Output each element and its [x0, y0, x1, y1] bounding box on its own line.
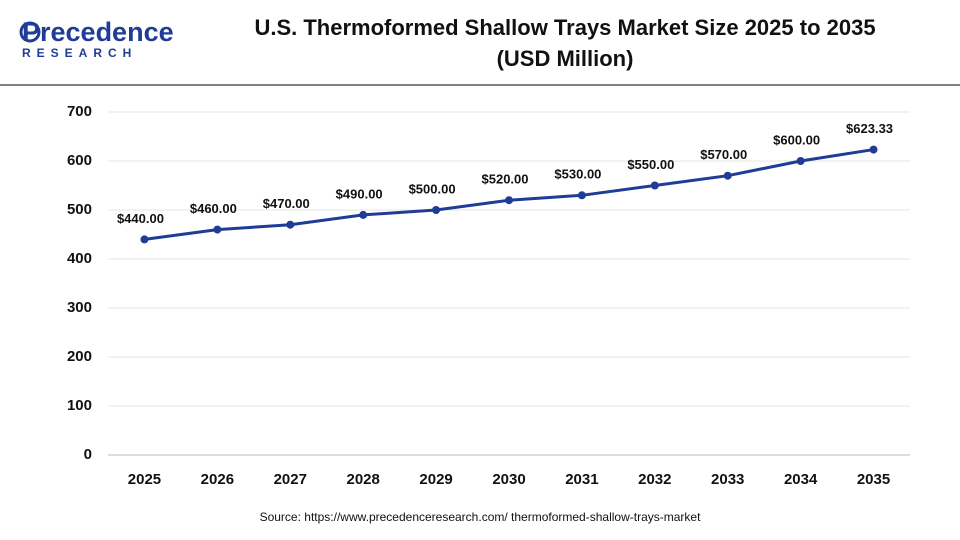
x-tick-label: 2032: [638, 471, 671, 488]
point: [869, 145, 878, 154]
x-tick-label: 2034: [784, 471, 818, 488]
value-label: $570.00: [700, 147, 747, 162]
point: [577, 191, 586, 200]
value-label: $550.00: [627, 157, 674, 172]
value-label: $530.00: [554, 167, 601, 182]
y-tick-label: 600: [67, 152, 92, 169]
x-tick-label: 2033: [711, 471, 744, 488]
value-label: $600.00: [773, 132, 820, 147]
x-tick-label: 2026: [201, 471, 234, 488]
logo-mark: [19, 21, 41, 43]
point: [650, 181, 659, 190]
point: [213, 225, 222, 234]
x-tick-label: 2025: [128, 471, 161, 488]
point: [723, 171, 732, 180]
value-label: $460.00: [190, 201, 237, 216]
y-tick-label: 700: [67, 103, 92, 120]
x-tick-label: 2031: [565, 471, 598, 488]
y-tick-label: 0: [84, 446, 92, 463]
point: [505, 196, 513, 205]
y-tick-label: 300: [67, 299, 92, 316]
x-tick-label: 2027: [274, 471, 307, 488]
logo-sub: RESEARCH: [22, 46, 137, 60]
value-label: $623.33: [846, 121, 893, 136]
point: [140, 235, 149, 244]
chart-subtitle: (USD Million): [497, 46, 634, 71]
point: [432, 206, 441, 214]
chart-title: U.S. Thermoformed Shallow Trays Market S…: [254, 15, 875, 40]
logo: Precedence RESEARCH: [19, 17, 174, 60]
x-tick-label: 2029: [419, 471, 452, 488]
point: [359, 210, 368, 219]
point: [796, 157, 805, 165]
source: Source: https://www.precedenceresearch.c…: [260, 510, 701, 524]
value-label: $490.00: [336, 186, 383, 201]
logo-name: Precedence: [22, 17, 174, 47]
value-label: $520.00: [482, 172, 529, 187]
y-tick-label: 100: [67, 397, 92, 414]
value-label: $470.00: [263, 196, 310, 211]
x-tick-label: 2028: [346, 471, 379, 488]
y-tick-label: 200: [67, 348, 92, 365]
point: [286, 220, 295, 229]
x-tick-label: 2030: [492, 471, 525, 488]
value-label: $440.00: [117, 211, 164, 226]
y-tick-label: 500: [67, 201, 92, 218]
value-label: $500.00: [409, 181, 456, 196]
x-tick-label: 2035: [857, 471, 890, 488]
y-tick-label: 400: [67, 250, 92, 267]
